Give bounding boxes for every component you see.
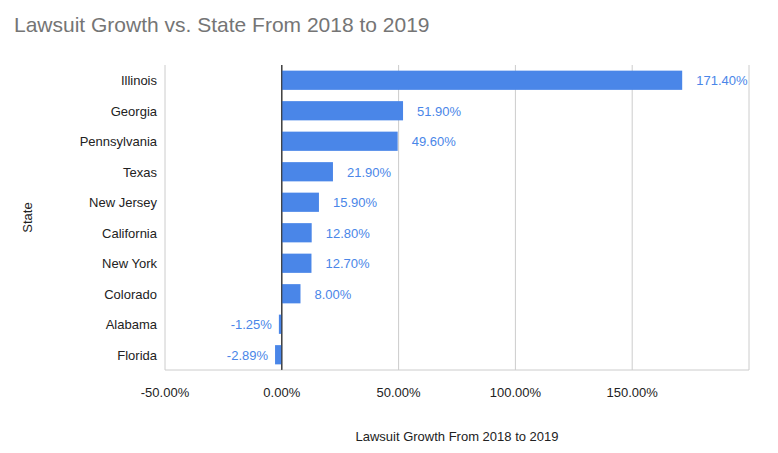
category-label: Illinois [121, 73, 158, 88]
category-label: New Jersey [89, 195, 157, 210]
category-label: New York [102, 256, 157, 271]
y-axis-title: State [20, 202, 35, 232]
bar [275, 345, 282, 364]
bar [282, 254, 312, 273]
chart: Lawsuit Growth vs. State From 2018 to 20… [0, 0, 778, 453]
bar [282, 132, 398, 151]
category-label: Georgia [111, 104, 158, 119]
x-tick-label: 50.00% [377, 385, 422, 400]
x-tick-label: 100.00% [490, 385, 542, 400]
category-label: Texas [123, 165, 157, 180]
x-tick-label: 150.00% [607, 385, 659, 400]
category-label: California [102, 226, 158, 241]
zero-line [281, 65, 282, 370]
data-label: -2.89% [227, 348, 269, 363]
data-label: 15.90% [333, 195, 378, 210]
range-end-line [749, 65, 750, 370]
bar [282, 193, 319, 212]
category-label: Colorado [104, 287, 157, 302]
x-axis-title: Lawsuit Growth From 2018 to 2019 [355, 429, 558, 444]
bar [282, 71, 682, 90]
data-label: 12.80% [326, 226, 371, 241]
x-tick-label: -50.00% [141, 385, 190, 400]
data-label: 8.00% [314, 287, 351, 302]
bar [282, 101, 403, 120]
bar [282, 223, 312, 242]
zero-axis [281, 65, 282, 370]
x-axis-line [165, 370, 749, 371]
x-tick-label: 0.00% [263, 385, 300, 400]
bar [282, 162, 333, 181]
data-label: 21.90% [347, 165, 392, 180]
data-label: -1.25% [231, 317, 273, 332]
data-label: 12.70% [325, 256, 370, 271]
bars [275, 71, 682, 365]
title: Lawsuit Growth vs. State From 2018 to 20… [14, 13, 430, 36]
grid-line [165, 65, 166, 370]
grid-line [515, 65, 516, 370]
category-label: Pennsylvania [80, 134, 158, 149]
data-label: 171.40% [696, 73, 748, 88]
bar [282, 284, 301, 303]
data-label: 49.60% [412, 134, 457, 149]
category-label: Alabama [106, 317, 158, 332]
category-label: Florida [117, 348, 158, 363]
data-label: 51.90% [417, 104, 462, 119]
grid-line [632, 65, 633, 370]
